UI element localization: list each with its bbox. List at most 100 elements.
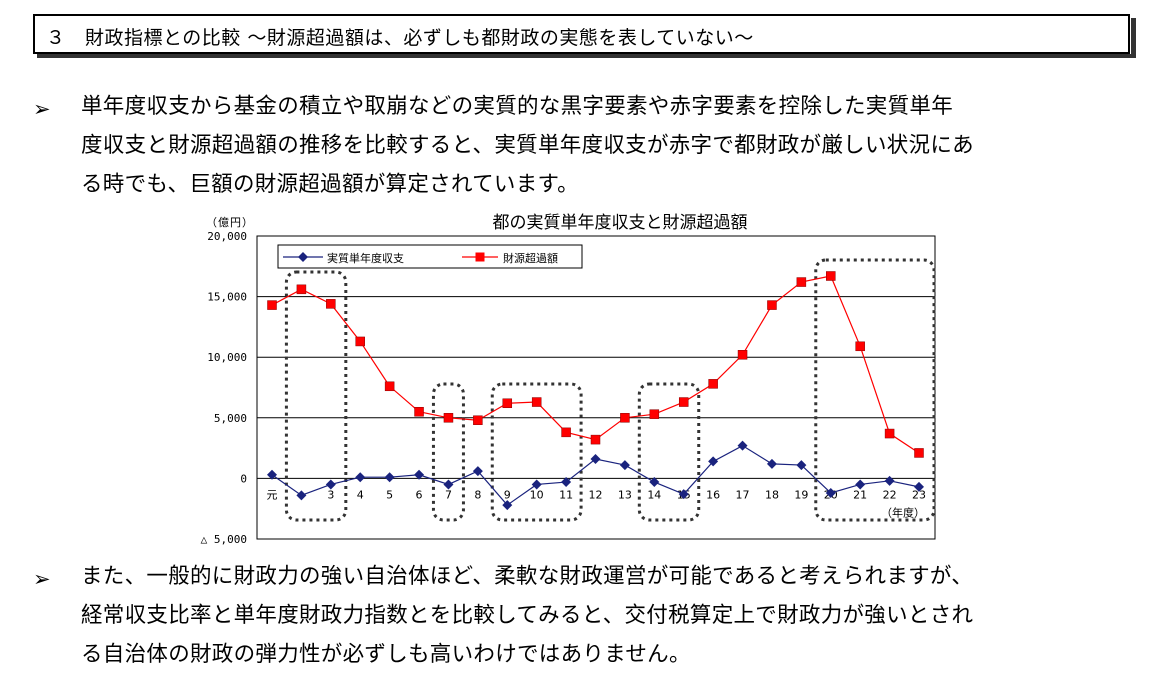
legend-label: 実質単年度収支 (327, 251, 404, 265)
data-point-surplus (267, 300, 277, 310)
data-point-surplus (708, 379, 718, 389)
bullet-arrow-icon: ➢ (33, 567, 51, 591)
heading-shadow-bottom (37, 54, 1136, 58)
data-point-balance (325, 479, 336, 490)
x-tick-label: 10 (530, 488, 544, 501)
data-point-balance (502, 500, 513, 511)
x-tick-label: 元 (267, 488, 278, 501)
x-tick-label: 7 (445, 488, 452, 501)
data-point-balance (708, 456, 719, 467)
data-point-surplus (620, 413, 630, 423)
highlight-box (637, 382, 701, 522)
data-point-surplus (296, 284, 307, 295)
data-point-balance (531, 479, 542, 490)
data-point-surplus (590, 434, 601, 445)
x-tick-label: 16 (706, 488, 720, 501)
data-point-balance (414, 469, 425, 480)
y-axis-unit: （億円） (206, 216, 254, 229)
legend-box (277, 244, 583, 269)
data-point-surplus (767, 300, 777, 310)
data-point-balance (384, 472, 395, 483)
x-tick-label: 4 (357, 488, 364, 501)
plot-area (256, 235, 936, 540)
highlight-box (490, 382, 583, 522)
data-point-balance (355, 472, 366, 483)
highlight-box (431, 382, 465, 522)
y-tick-label: 15,000 (207, 291, 247, 304)
y-tick-label: 10,000 (207, 351, 247, 364)
legend-label: 財源超過額 (503, 251, 558, 265)
data-point-balance (884, 475, 895, 486)
x-tick-label: 3 (327, 488, 334, 501)
x-tick-label: 22 (883, 488, 897, 501)
paragraph-1-line: 単年度収支から基金の積立や取崩などの実質的な黒字要素や赤字要素を控除した実質単年 (81, 94, 954, 119)
highlight-box (284, 270, 348, 522)
data-point-balance (472, 466, 483, 477)
data-point-surplus (855, 341, 865, 352)
x-tick-label: 18 (765, 488, 779, 501)
legend-marker-surplus (475, 252, 485, 262)
x-tick-label: 14 (647, 488, 661, 501)
chart-title: 都の実質単年度収支と財源超過額 (492, 213, 748, 233)
data-point-balance (267, 469, 277, 480)
legend-marker-balance (298, 252, 308, 262)
x-tick-label: 9 (504, 488, 511, 501)
data-point-balance (678, 489, 689, 500)
data-point-balance (855, 479, 866, 490)
x-tick-label: 6 (416, 488, 423, 501)
y-tick-label: 20,000 (207, 230, 247, 243)
data-point-balance (796, 460, 807, 471)
data-point-surplus (414, 406, 424, 417)
x-tick-label: 5 (386, 488, 393, 501)
paragraph-2: また、一般的に財政力の強い自治体ほど、柔軟な財政運営が可能であると考えられますが… (81, 557, 1131, 674)
data-point-surplus (737, 350, 748, 360)
x-tick-label: 12 (589, 488, 603, 501)
data-point-balance (561, 477, 572, 488)
y-tick-label: 0 (240, 472, 247, 485)
data-point-surplus (561, 427, 571, 438)
x-tick-label: 11 (559, 488, 573, 501)
data-point-balance (619, 460, 630, 471)
x-tick-label: 17 (736, 488, 750, 501)
data-point-balance (737, 440, 748, 451)
data-point-balance (825, 487, 836, 498)
bullet-arrow-icon: ➢ (33, 97, 51, 121)
data-point-surplus (914, 448, 924, 458)
data-point-surplus (443, 413, 454, 423)
data-point-surplus (884, 428, 895, 439)
data-point-balance (914, 481, 924, 492)
paragraph-2-line: る自治体の財政の弾力性が必ずしも高いわけではありません。 (81, 642, 691, 667)
paragraph-1: 単年度収支から基金の積立や取崩などの実質的な黒字要素や赤字要素を控除した実質単年… (81, 87, 1131, 204)
paragraph-2-line: 経常収支比率と単年度財政力指数とを比較してみると、交付税算定上で財政力が強いとさ… (81, 603, 974, 628)
data-point-balance (296, 490, 307, 501)
data-point-surplus (502, 398, 513, 409)
data-point-surplus (473, 415, 483, 425)
data-point-surplus (355, 336, 365, 347)
data-point-surplus (384, 381, 395, 392)
x-tick-label: 19 (794, 488, 808, 501)
data-point-balance (590, 454, 601, 465)
data-point-surplus (678, 397, 689, 407)
section-heading-box (33, 14, 1130, 54)
data-point-surplus (649, 409, 660, 419)
paragraph-1-line: 度収支と財源超過額の推移を比較すると、実質単年度収支が赤字で都財政が厳しい状況に… (81, 133, 974, 158)
heading-shadow-right (1131, 18, 1136, 58)
x-tick-label: 23 (912, 488, 926, 501)
data-point-surplus (826, 271, 836, 281)
x-tick-label: 21 (853, 488, 867, 501)
data-point-surplus (796, 277, 807, 287)
y-tick-label: 5,000 (214, 412, 247, 425)
data-point-balance (766, 458, 777, 469)
x-axis-unit: （年度） (881, 505, 925, 519)
paragraph-2-line: また、一般的に財政力の強い自治体ほど、柔軟な財政運営が可能であると考えられますが… (81, 564, 974, 589)
paragraph-1-line: る時でも、巨額の財源超過額が算定されています。 (81, 172, 579, 197)
y-tick-label: △ 5,000 (201, 533, 247, 546)
data-point-surplus (531, 397, 542, 407)
highlight-box (814, 258, 936, 522)
x-tick-label: 8 (474, 488, 481, 501)
data-point-balance (649, 477, 660, 488)
section-heading: ３ 財政指標との比較 ～財源超過額は、必ずしも都財政の実態を表していない～ (46, 27, 754, 49)
data-point-balance (443, 479, 454, 490)
data-point-surplus (326, 299, 336, 309)
